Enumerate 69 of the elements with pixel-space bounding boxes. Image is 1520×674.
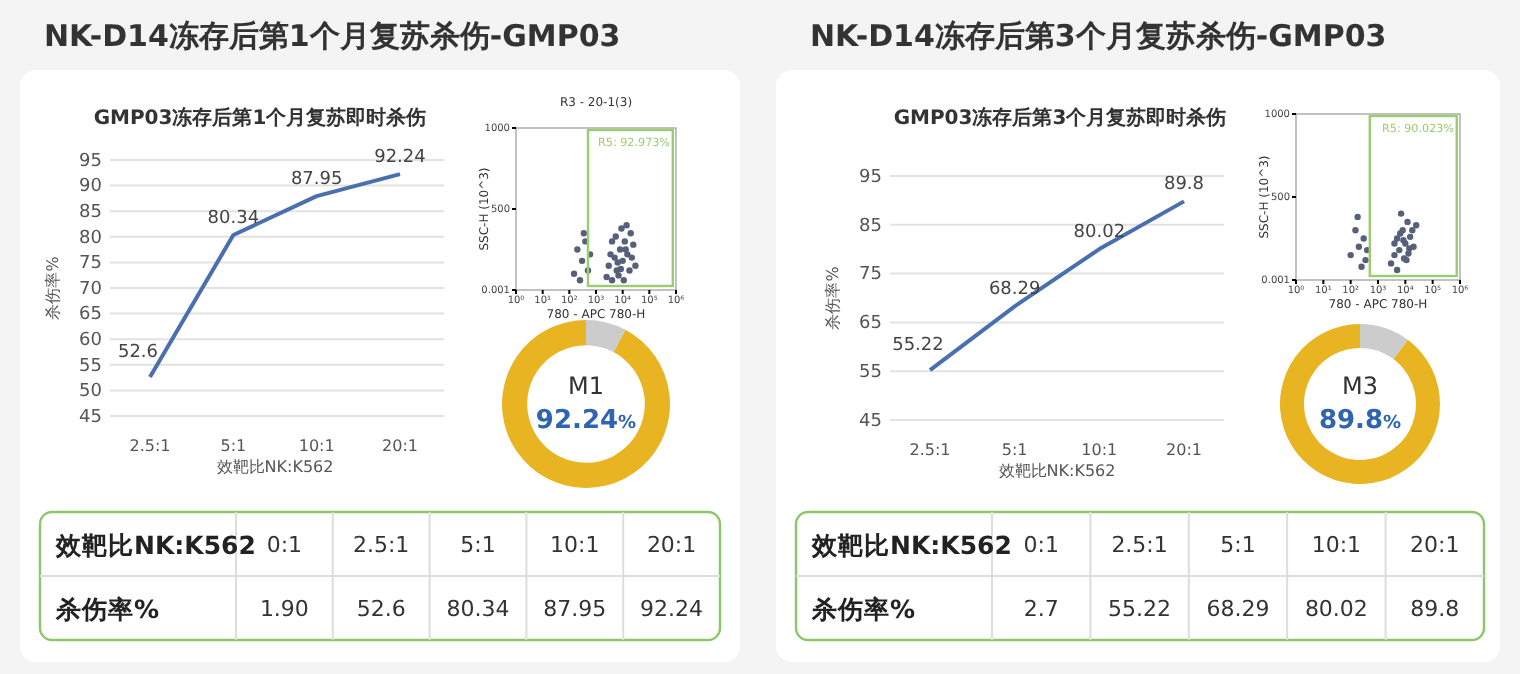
x-tick-label: 5:1 <box>1001 441 1028 460</box>
category-label: 0:1 <box>1023 532 1059 558</box>
text: M1 <box>568 372 604 400</box>
x-tick-label: 10:1 <box>298 437 335 456</box>
category-label: 10:1 <box>1311 532 1362 558</box>
category-label: 5:1 <box>460 532 496 558</box>
category-label: 2.5:1 <box>353 532 410 558</box>
y-tick-label: 50 <box>79 382 103 403</box>
y-tick-label: 80 <box>79 228 103 249</box>
chart-title: GMP03冻存后第1个月复苏即时杀伤 <box>93 106 427 130</box>
x-tick-label: 20:1 <box>1166 441 1202 460</box>
x-axis-title: 效靶比NK:K562 <box>998 462 1116 480</box>
y-tick-label: 85 <box>859 216 882 237</box>
text: NK-D14冻存后第1个月复苏杀伤-GMP03 <box>44 18 621 54</box>
x-tick-label: 2.5:1 <box>129 437 171 456</box>
category-label: 2.5:1 <box>1111 532 1168 558</box>
text: 效靶比NK:K562 <box>810 530 1012 560</box>
y-tick-label: 55 <box>859 362 882 383</box>
x-tick-label: 2.5:1 <box>909 441 951 460</box>
text: 89.8 <box>1410 596 1460 622</box>
y-tick-label: 75 <box>859 265 882 286</box>
y-tick-label: 45 <box>859 411 882 432</box>
y-axis-title: 杀伤率% <box>44 255 62 320</box>
data-label: 92.24% <box>535 406 637 436</box>
y-tick-label: 90 <box>79 177 103 198</box>
text: 1.90 <box>259 596 309 622</box>
data-label: 68.29 <box>988 280 1041 301</box>
data-label: 52.6 <box>117 343 159 364</box>
y-tick-label: 75 <box>79 254 102 275</box>
y-tick-label: 65 <box>79 305 102 326</box>
text: M3 <box>1342 372 1378 400</box>
data-label: 92.24 <box>374 148 427 169</box>
text: 80.34 <box>446 596 510 622</box>
text: 杀伤率% <box>54 594 160 624</box>
data-label: 80.02 <box>1073 223 1126 244</box>
category-label: 5:1 <box>1220 532 1256 558</box>
data-label: 89.8 <box>1163 175 1205 196</box>
y-tick-label: 45 <box>79 407 102 428</box>
x-tick-label: 20:1 <box>382 437 418 456</box>
data-label: 80.34 <box>207 209 260 230</box>
text: 80.02 <box>1304 596 1368 622</box>
text: 87.95 <box>543 596 607 622</box>
chart-title: GMP03冻存后第3个月复苏即时杀伤 <box>893 106 1227 130</box>
text: 2.7 <box>1023 596 1059 622</box>
x-tick-label: 5:1 <box>220 437 247 456</box>
data-label: 55.22 <box>892 336 944 357</box>
x-axis-title: 效靶比NK:K562 <box>216 458 334 476</box>
data-label: 89.8% <box>1318 406 1402 436</box>
text: 52.6 <box>356 596 406 622</box>
y-tick-label: 70 <box>79 279 103 300</box>
text: NK-D14冻存后第3个月复苏杀伤-GMP03 <box>810 18 1387 54</box>
text: 效靶比NK:K562 <box>54 530 256 560</box>
category-label: 0:1 <box>266 532 303 558</box>
data-label: 87.95 <box>290 170 343 191</box>
y-tick-label: 60 <box>79 330 103 351</box>
text: 68.29 <box>1206 596 1270 622</box>
x-tick-label: 10:1 <box>1081 441 1118 460</box>
y-tick-label: 85 <box>79 202 102 223</box>
y-tick-label: 65 <box>859 314 882 335</box>
y-tick-label: 95 <box>859 167 882 188</box>
category-label: 10:1 <box>550 532 600 558</box>
category-label: 20:1 <box>646 532 697 558</box>
y-tick-label: 55 <box>79 356 102 377</box>
text: 92.24 <box>640 596 704 622</box>
category-label: 20:1 <box>1410 532 1460 558</box>
text: 55.22 <box>1108 596 1172 622</box>
y-axis-title: 杀伤率% <box>824 265 842 330</box>
y-tick-label: 95 <box>79 151 102 172</box>
text: 杀伤率% <box>810 594 916 624</box>
